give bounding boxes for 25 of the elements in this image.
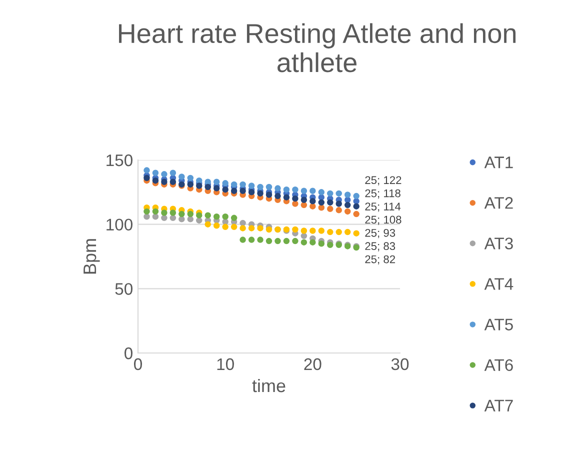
data-label: 25; 83 [365, 242, 396, 252]
legend-label: AT2 [484, 197, 513, 209]
legend-label: AT7 [484, 400, 513, 412]
data-label: 25; 114 [365, 202, 401, 212]
y-tick-label: 150 [106, 154, 132, 166]
y-tick-label: 50 [115, 283, 132, 295]
legend-label: AT6 [484, 359, 513, 371]
data-label: 25; 108 [365, 216, 402, 225]
data-label: 25; 82 [365, 255, 395, 265]
x-tick-label: 30 [391, 358, 409, 370]
data-label: 25; 122 [365, 176, 402, 186]
x-tick-label: 20 [304, 358, 322, 370]
x-tick-label: 0 [134, 358, 142, 370]
legend-label: AT5 [484, 318, 513, 330]
x-tick-label: 10 [217, 358, 234, 370]
data-label: 25; 118 [365, 189, 400, 199]
y-tick-label: 100 [106, 218, 132, 231]
legend-label: AT3 [484, 238, 513, 250]
x-axis-title: time [252, 378, 286, 392]
y-tick-label: 0 [124, 347, 132, 360]
legend-label: AT1 [484, 156, 513, 168]
data-label: 25; 93 [365, 228, 396, 238]
chart-title: Heart rate Resting Atlete and non athlete [119, 23, 516, 72]
y-axis-title: Bpm [84, 239, 100, 274]
legend-label: AT4 [484, 278, 514, 290]
